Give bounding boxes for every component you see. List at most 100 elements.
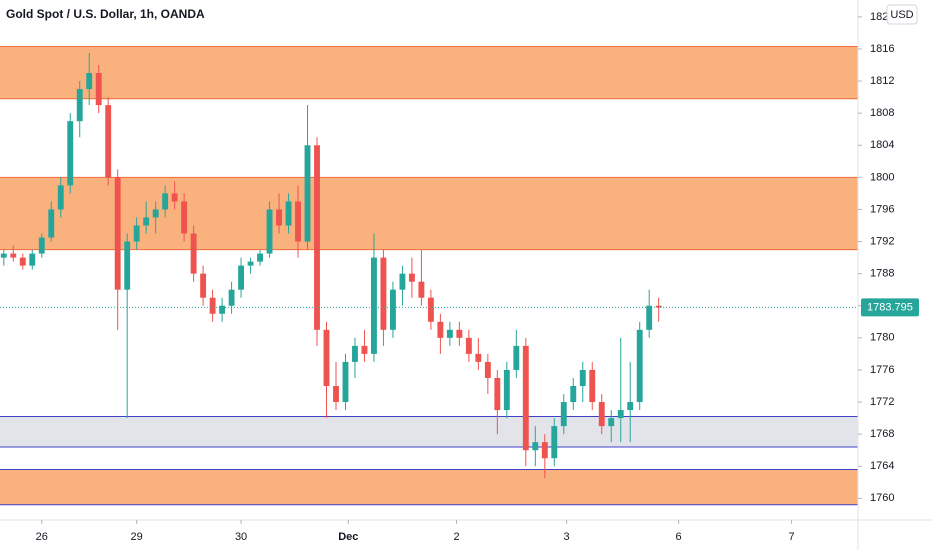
candle-body [560, 402, 567, 427]
y-tick-label: 1796 [870, 203, 894, 215]
candle-body [361, 345, 368, 354]
candle-body [266, 209, 273, 254]
candle-body [190, 233, 197, 274]
candle-body [655, 305, 662, 308]
candle-body [579, 369, 586, 386]
candle-body [152, 209, 159, 218]
candle-body [314, 145, 320, 330]
candle-body [114, 177, 121, 290]
candle-body [522, 345, 529, 451]
candle-body [285, 201, 292, 226]
candle-body [133, 225, 140, 242]
candle-body [171, 193, 178, 202]
candle-body [124, 241, 131, 290]
candle-body [143, 217, 150, 226]
x-tick-label: 6 [676, 531, 682, 543]
candle-body [589, 369, 596, 403]
candle-body [408, 273, 415, 282]
x-tick-label: 26 [36, 531, 48, 543]
candle-body [418, 281, 425, 298]
candle-body [551, 426, 558, 459]
zone [0, 469, 858, 505]
y-tick-label: 1800 [870, 171, 894, 183]
candle-body [57, 185, 64, 210]
candle-body [276, 209, 282, 226]
candle-body [608, 418, 615, 427]
candle-body [503, 369, 510, 411]
candle-body [0, 253, 7, 258]
candle-body [636, 329, 643, 403]
currency-label: USD [890, 9, 913, 21]
candle-body [475, 353, 482, 362]
candle-body [295, 201, 301, 242]
last-price-box [861, 298, 919, 317]
candle-body [29, 253, 36, 266]
candle-body [76, 89, 83, 122]
candle-body [95, 73, 102, 106]
candle-body [48, 209, 55, 238]
candle-body [105, 105, 112, 178]
candle-body [570, 385, 577, 403]
candle-body [484, 361, 491, 378]
candle-body [465, 337, 472, 354]
candle-body [427, 297, 434, 322]
candle-body [238, 265, 245, 290]
candle-body [446, 329, 453, 338]
candle-body [541, 442, 548, 459]
candle-body [86, 73, 93, 90]
candle-body [228, 289, 235, 306]
candle-body [38, 237, 45, 254]
candle-body [617, 410, 624, 419]
candle-body [219, 305, 226, 314]
zone [0, 46, 858, 99]
candle-body [10, 253, 17, 258]
y-tick-label: 1804 [870, 139, 894, 151]
candle-body [209, 297, 216, 314]
candle-body [627, 402, 634, 411]
candle-body [162, 193, 169, 210]
candle-body [371, 257, 377, 354]
y-tick-label: 1780 [870, 332, 894, 344]
y-tick-label: 1812 [870, 75, 894, 87]
y-tick-label: 1764 [870, 460, 894, 472]
y-tick-label: 1768 [870, 428, 894, 440]
y-tick-label: 1772 [870, 396, 894, 408]
plot-area [0, 46, 858, 506]
y-tick-label: 1808 [870, 107, 894, 119]
candle-body [200, 273, 207, 298]
candle-body [513, 345, 520, 370]
y-tick-label: 1776 [870, 364, 894, 376]
candle-body [257, 253, 263, 262]
candle-body [437, 321, 444, 338]
y-tick-label: 1788 [870, 268, 894, 280]
candle-body [323, 329, 330, 386]
currency-badge [886, 4, 918, 25]
candle-body [247, 261, 254, 266]
x-tick-label: Dec [338, 531, 358, 543]
x-tick-label: 3 [564, 531, 570, 543]
candle-body [389, 289, 396, 330]
x-tick-label: 2 [453, 531, 459, 543]
y-tick-label: 1816 [870, 43, 894, 55]
candle-body [399, 273, 406, 290]
candle-body [532, 442, 539, 451]
candle-body [67, 121, 74, 186]
y-tick-label: 1760 [870, 492, 894, 504]
candle-body [646, 305, 653, 330]
candle-body [304, 145, 311, 242]
candle-body [494, 377, 501, 411]
chart-title: Gold Spot / U.S. Dollar, 1h, OANDA [6, 7, 205, 21]
last-price-label: 1783.795 [867, 301, 913, 313]
x-tick-label: 29 [131, 531, 143, 543]
candle-body [333, 385, 339, 403]
zone [0, 416, 858, 447]
candle-body [380, 257, 387, 330]
x-tick-label: 30 [235, 531, 247, 543]
candle-body [19, 257, 26, 266]
candle-body [598, 402, 605, 427]
zone [0, 177, 858, 250]
candle-body [456, 329, 463, 338]
candle-body [352, 345, 358, 362]
